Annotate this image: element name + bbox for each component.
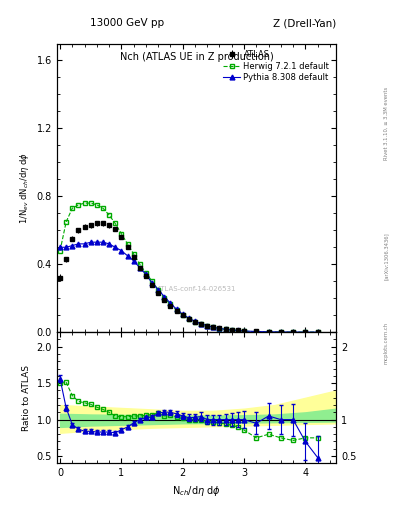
Text: ATLAS-conf-14-026531: ATLAS-conf-14-026531 — [157, 286, 236, 292]
Herwig 7.2.1 default — [266, 329, 271, 335]
Herwig 7.2.1 default — [94, 202, 99, 208]
Pythia 8.308 default — [138, 265, 142, 271]
Herwig 7.2.1 default — [119, 230, 124, 237]
Pythia 8.308 default — [193, 318, 197, 325]
Herwig 7.2.1 default — [217, 326, 222, 332]
Pythia 8.308 default — [119, 248, 124, 254]
Pythia 8.308 default — [217, 325, 222, 331]
Herwig 7.2.1 default — [70, 205, 75, 211]
Pythia 8.308 default — [242, 328, 246, 334]
Herwig 7.2.1 default — [113, 221, 118, 227]
Pythia 8.308 default — [58, 244, 62, 250]
Herwig 7.2.1 default — [174, 307, 179, 313]
Herwig 7.2.1 default — [156, 287, 160, 293]
Pythia 8.308 default — [143, 271, 148, 278]
Pythia 8.308 default — [186, 315, 191, 322]
X-axis label: N$_{ch}$/d$\eta$ d$\phi$: N$_{ch}$/d$\eta$ d$\phi$ — [172, 484, 221, 498]
Pythia 8.308 default — [150, 280, 154, 286]
Line: Pythia 8.308 default: Pythia 8.308 default — [58, 240, 320, 334]
Pythia 8.308 default — [266, 329, 271, 335]
Herwig 7.2.1 default — [230, 327, 234, 333]
Herwig 7.2.1 default — [279, 329, 283, 335]
Pythia 8.308 default — [174, 306, 179, 312]
Pythia 8.308 default — [211, 324, 216, 330]
Text: Nch (ATLAS UE in Z production): Nch (ATLAS UE in Z production) — [119, 52, 274, 62]
Herwig 7.2.1 default — [303, 329, 308, 335]
Pythia 8.308 default — [131, 258, 136, 264]
Pythia 8.308 default — [101, 239, 105, 245]
Herwig 7.2.1 default — [131, 251, 136, 257]
Pythia 8.308 default — [113, 244, 118, 250]
Pythia 8.308 default — [107, 241, 112, 247]
Herwig 7.2.1 default — [82, 200, 87, 206]
Herwig 7.2.1 default — [186, 315, 191, 322]
Herwig 7.2.1 default — [138, 261, 142, 267]
Pythia 8.308 default — [88, 239, 93, 245]
Herwig 7.2.1 default — [150, 278, 154, 284]
Herwig 7.2.1 default — [199, 321, 204, 327]
Herwig 7.2.1 default — [291, 329, 296, 335]
Herwig 7.2.1 default — [205, 323, 209, 329]
Y-axis label: Ratio to ATLAS: Ratio to ATLAS — [22, 365, 31, 431]
Herwig 7.2.1 default — [223, 326, 228, 332]
Herwig 7.2.1 default — [254, 329, 259, 335]
Pythia 8.308 default — [168, 300, 173, 306]
Legend: ATLAS, Herwig 7.2.1 default, Pythia 8.308 default: ATLAS, Herwig 7.2.1 default, Pythia 8.30… — [221, 48, 332, 84]
Pythia 8.308 default — [291, 329, 296, 335]
Pythia 8.308 default — [254, 328, 259, 334]
Pythia 8.308 default — [180, 311, 185, 317]
Pythia 8.308 default — [230, 327, 234, 333]
Herwig 7.2.1 default — [180, 312, 185, 318]
Pythia 8.308 default — [205, 323, 209, 329]
Text: Z (Drell-Yan): Z (Drell-Yan) — [273, 18, 336, 28]
Pythia 8.308 default — [70, 243, 75, 249]
Pythia 8.308 default — [162, 293, 167, 300]
Herwig 7.2.1 default — [101, 205, 105, 211]
Pythia 8.308 default — [235, 327, 240, 333]
Pythia 8.308 default — [303, 329, 308, 335]
Pythia 8.308 default — [279, 329, 283, 335]
Pythia 8.308 default — [82, 241, 87, 247]
Herwig 7.2.1 default — [107, 212, 112, 218]
Herwig 7.2.1 default — [235, 328, 240, 334]
Text: Rivet 3.1.10, ≥ 3.3M events: Rivet 3.1.10, ≥ 3.3M events — [384, 86, 388, 160]
Herwig 7.2.1 default — [143, 270, 148, 276]
Herwig 7.2.1 default — [193, 318, 197, 325]
Herwig 7.2.1 default — [76, 202, 81, 208]
Pythia 8.308 default — [156, 287, 160, 293]
Text: [arXiv:1306.3436]: [arXiv:1306.3436] — [384, 232, 388, 280]
Pythia 8.308 default — [64, 244, 68, 250]
Y-axis label: 1/N$_{ev}$ dN$_{ch}$/d$\eta$ d$\phi$: 1/N$_{ev}$ dN$_{ch}$/d$\eta$ d$\phi$ — [18, 152, 31, 224]
Pythia 8.308 default — [223, 326, 228, 332]
Herwig 7.2.1 default — [168, 301, 173, 307]
Herwig 7.2.1 default — [88, 200, 93, 206]
Text: mcplots.cern.ch: mcplots.cern.ch — [384, 322, 388, 364]
Herwig 7.2.1 default — [58, 248, 62, 254]
Text: 13000 GeV pp: 13000 GeV pp — [90, 18, 165, 28]
Herwig 7.2.1 default — [125, 241, 130, 247]
Pythia 8.308 default — [199, 321, 204, 327]
Line: Herwig 7.2.1 default: Herwig 7.2.1 default — [58, 201, 320, 334]
Pythia 8.308 default — [315, 329, 320, 335]
Herwig 7.2.1 default — [242, 328, 246, 334]
Pythia 8.308 default — [94, 239, 99, 245]
Pythia 8.308 default — [125, 253, 130, 259]
Herwig 7.2.1 default — [211, 324, 216, 330]
Herwig 7.2.1 default — [315, 329, 320, 335]
Pythia 8.308 default — [76, 241, 81, 247]
Herwig 7.2.1 default — [64, 219, 68, 225]
Herwig 7.2.1 default — [162, 295, 167, 301]
